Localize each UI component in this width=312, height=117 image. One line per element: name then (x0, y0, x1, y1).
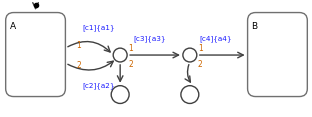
Text: [c1]{a1}: [c1]{a1} (82, 24, 115, 31)
FancyBboxPatch shape (6, 13, 66, 97)
Text: 2: 2 (76, 61, 81, 70)
Text: 2: 2 (198, 60, 202, 69)
Text: [c3]{a3}: [c3]{a3} (133, 35, 166, 42)
Text: A: A (10, 22, 16, 31)
Text: [c2]{a2}: [c2]{a2} (82, 82, 115, 89)
Text: 2: 2 (128, 60, 133, 69)
FancyBboxPatch shape (248, 13, 307, 97)
Text: B: B (251, 22, 258, 31)
Text: 1: 1 (128, 44, 133, 53)
Text: [c4]{a4}: [c4]{a4} (200, 35, 232, 42)
Circle shape (113, 48, 127, 62)
Circle shape (111, 86, 129, 103)
Text: 1: 1 (198, 44, 202, 53)
Text: 1: 1 (76, 41, 81, 50)
Circle shape (181, 86, 199, 103)
Circle shape (183, 48, 197, 62)
